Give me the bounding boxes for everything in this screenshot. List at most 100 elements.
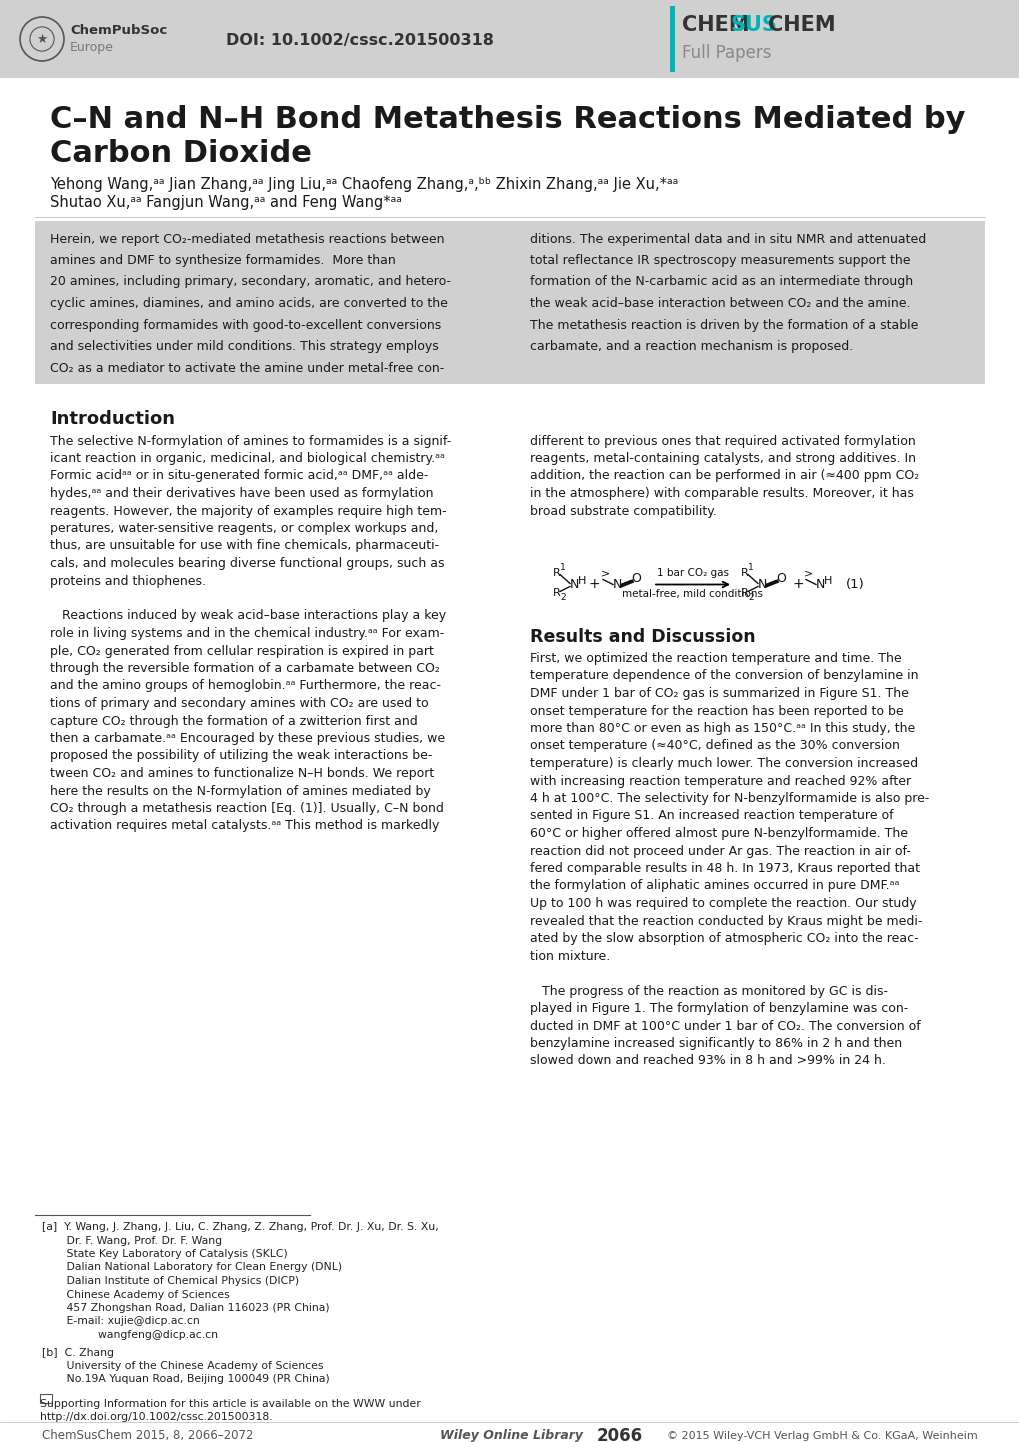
Text: R: R <box>552 587 560 597</box>
Text: Wiley Online Library: Wiley Online Library <box>439 1429 583 1442</box>
Text: Shutao Xu,ᵃᵃ Fangjun Wang,ᵃᵃ and Feng Wang*ᵃᵃ: Shutao Xu,ᵃᵃ Fangjun Wang,ᵃᵃ and Feng Wa… <box>50 195 401 209</box>
Bar <box>0 0 1019 78</box>
Text: Chinese Academy of Sciences: Chinese Academy of Sciences <box>42 1289 229 1299</box>
Text: and the amino groups of hemoglobin.ᵃᵃ Furthermore, the reac-: and the amino groups of hemoglobin.ᵃᵃ Fu… <box>50 679 440 692</box>
Text: tions of primary and secondary amines with CO₂ are used to: tions of primary and secondary amines wi… <box>50 696 428 709</box>
Text: role in living systems and in the chemical industry.ᵃᵃ For exam-: role in living systems and in the chemic… <box>50 627 444 640</box>
Text: 1 bar CO₂ gas: 1 bar CO₂ gas <box>656 568 729 578</box>
Text: Up to 100 h was required to complete the reaction. Our study: Up to 100 h was required to complete the… <box>530 897 916 910</box>
Text: >: > <box>803 568 812 578</box>
Text: metal-free, mild conditions: metal-free, mild conditions <box>622 590 763 600</box>
Text: tween CO₂ and amines to functionalize N–H bonds. We report: tween CO₂ and amines to functionalize N–… <box>50 767 434 780</box>
Text: N: N <box>757 578 766 591</box>
Text: then a carbamate.ᵃᵃ Encouraged by these previous studies, we: then a carbamate.ᵃᵃ Encouraged by these … <box>50 733 444 746</box>
Text: revealed that the reaction conducted by Kraus might be medi-: revealed that the reaction conducted by … <box>530 914 921 927</box>
Text: 2: 2 <box>559 593 566 601</box>
Text: R: R <box>552 568 560 577</box>
Text: [a]  Y. Wang, J. Zhang, J. Liu, C. Zhang, Z. Zhang, Prof. Dr. J. Xu, Dr. S. Xu,: [a] Y. Wang, J. Zhang, J. Liu, C. Zhang,… <box>42 1221 438 1231</box>
Text: different to previous ones that required activated formylation: different to previous ones that required… <box>530 434 915 447</box>
Text: peratures, water-sensitive reagents, or complex workups and,: peratures, water-sensitive reagents, or … <box>50 522 438 535</box>
Text: N: N <box>570 578 579 591</box>
Text: Full Papers: Full Papers <box>682 45 770 62</box>
Text: ChemPubSoc: ChemPubSoc <box>70 25 167 37</box>
Text: slowed down and reached 93% in 8 h and >99% in 24 h.: slowed down and reached 93% in 8 h and >… <box>530 1054 886 1067</box>
Text: H: H <box>823 577 832 587</box>
Text: The selective N-formylation of amines to formamides is a signif-: The selective N-formylation of amines to… <box>50 434 450 447</box>
Text: the formylation of aliphatic amines occurred in pure DMF.ᵃᵃ: the formylation of aliphatic amines occu… <box>530 880 899 893</box>
Text: CHEM: CHEM <box>767 14 835 35</box>
Text: Herein, we report CO₂-mediated metathesis reactions between: Herein, we report CO₂-mediated metathesi… <box>50 232 444 245</box>
Text: ★: ★ <box>37 33 48 46</box>
Bar <box>35 221 984 384</box>
Text: >: > <box>600 568 609 578</box>
Text: Europe: Europe <box>70 42 114 55</box>
Text: reagents, metal-containing catalysts, and strong additives. In: reagents, metal-containing catalysts, an… <box>530 451 915 464</box>
Text: N: N <box>815 578 824 591</box>
Text: E-mail: xujie@dicp.ac.cn: E-mail: xujie@dicp.ac.cn <box>42 1317 200 1327</box>
Text: Yehong Wang,ᵃᵃ Jian Zhang,ᵃᵃ Jing Liu,ᵃᵃ Chaofeng Zhang,ᵃ,ᵇᵇ Zhixin Zhang,ᵃᵃ Jie: Yehong Wang,ᵃᵃ Jian Zhang,ᵃᵃ Jing Liu,ᵃᵃ… <box>50 177 678 192</box>
Text: reagents. However, the majority of examples require high tem-: reagents. However, the majority of examp… <box>50 505 446 518</box>
Text: Supporting Information for this article is available on the WWW under: Supporting Information for this article … <box>40 1399 421 1409</box>
Text: the weak acid–base interaction between CO₂ and the amine.: the weak acid–base interaction between C… <box>530 297 910 310</box>
Text: +: + <box>588 577 600 591</box>
Text: carbamate, and a reaction mechanism is proposed.: carbamate, and a reaction mechanism is p… <box>530 340 853 353</box>
Text: First, we optimized the reaction temperature and time. The: First, we optimized the reaction tempera… <box>530 652 901 665</box>
Text: formation of the N-carbamic acid as an intermediate through: formation of the N-carbamic acid as an i… <box>530 275 912 288</box>
Text: DMF under 1 bar of CO₂ gas is summarized in Figure S1. The: DMF under 1 bar of CO₂ gas is summarized… <box>530 686 908 699</box>
Text: Introduction: Introduction <box>50 410 175 428</box>
Text: O: O <box>775 572 785 585</box>
Text: C–N and N–H Bond Metathesis Reactions Mediated by: C–N and N–H Bond Metathesis Reactions Me… <box>50 105 965 134</box>
Text: onset temperature (≈40°C, defined as the 30% conversion: onset temperature (≈40°C, defined as the… <box>530 740 899 753</box>
Text: wangfeng@dicp.ac.cn: wangfeng@dicp.ac.cn <box>42 1330 218 1340</box>
Text: O: O <box>631 572 640 585</box>
Text: reaction did not proceed under Ar gas. The reaction in air of-: reaction did not proceed under Ar gas. T… <box>530 845 910 858</box>
Text: and selectivities under mild conditions. This strategy employs: and selectivities under mild conditions.… <box>50 340 438 353</box>
Text: H: H <box>578 577 586 587</box>
Text: CO₂ through a metathesis reaction [Eq. (1)]. Usually, C–N bond: CO₂ through a metathesis reaction [Eq. (… <box>50 802 443 815</box>
Text: ducted in DMF at 100°C under 1 bar of CO₂. The conversion of: ducted in DMF at 100°C under 1 bar of CO… <box>530 1019 920 1032</box>
Text: onset temperature for the reaction has been reported to be: onset temperature for the reaction has b… <box>530 705 903 718</box>
Text: amines and DMF to synthesize formamides.  More than: amines and DMF to synthesize formamides.… <box>50 254 395 267</box>
Text: proteins and thiophenes.: proteins and thiophenes. <box>50 574 206 587</box>
Text: 457 Zhongshan Road, Dalian 116023 (PR China): 457 Zhongshan Road, Dalian 116023 (PR Ch… <box>42 1304 329 1314</box>
Text: Dr. F. Wang, Prof. Dr. F. Wang: Dr. F. Wang, Prof. Dr. F. Wang <box>42 1236 222 1246</box>
Text: 2066: 2066 <box>596 1428 642 1442</box>
Text: The progress of the reaction as monitored by GC is dis-: The progress of the reaction as monitore… <box>530 985 888 998</box>
Text: Dalian National Laboratory for Clean Energy (DNL): Dalian National Laboratory for Clean Ene… <box>42 1263 341 1272</box>
Text: temperature dependence of the conversion of benzylamine in: temperature dependence of the conversion… <box>530 669 917 682</box>
Text: ditions. The experimental data and in situ NMR and attenuated: ditions. The experimental data and in si… <box>530 232 925 245</box>
Text: proposed the possibility of utilizing the weak interactions be-: proposed the possibility of utilizing th… <box>50 750 432 763</box>
Text: benzylamine increased significantly to 86% in 2 h and then: benzylamine increased significantly to 8… <box>530 1037 901 1050</box>
Text: 20 amines, including primary, secondary, aromatic, and hetero-: 20 amines, including primary, secondary,… <box>50 275 450 288</box>
Text: with increasing reaction temperature and reached 92% after: with increasing reaction temperature and… <box>530 774 910 787</box>
Text: CO₂ as a mediator to activate the amine under metal-free con-: CO₂ as a mediator to activate the amine … <box>50 362 444 375</box>
Text: corresponding formamides with good-to-excellent conversions: corresponding formamides with good-to-ex… <box>50 319 441 332</box>
Text: temperature) is clearly much lower. The conversion increased: temperature) is clearly much lower. The … <box>530 757 917 770</box>
Text: broad substrate compatibility.: broad substrate compatibility. <box>530 505 716 518</box>
Bar <box>40 1394 52 1403</box>
Text: played in Figure 1. The formylation of benzylamine was con-: played in Figure 1. The formylation of b… <box>530 1002 907 1015</box>
Text: icant reaction in organic, medicinal, and biological chemistry.ᵃᵃ: icant reaction in organic, medicinal, an… <box>50 451 444 464</box>
Text: total reflectance IR spectroscopy measurements support the: total reflectance IR spectroscopy measur… <box>530 254 910 267</box>
Text: cals, and molecules bearing diverse functional groups, such as: cals, and molecules bearing diverse func… <box>50 557 444 570</box>
Text: 1: 1 <box>559 562 566 572</box>
Text: The metathesis reaction is driven by the formation of a stable: The metathesis reaction is driven by the… <box>530 319 917 332</box>
Text: Dalian Institute of Chemical Physics (DICP): Dalian Institute of Chemical Physics (DI… <box>42 1276 299 1286</box>
Text: Results and Discussion: Results and Discussion <box>530 627 755 646</box>
Text: DOI: 10.1002/cssc.201500318: DOI: 10.1002/cssc.201500318 <box>226 33 493 49</box>
Text: Carbon Dioxide: Carbon Dioxide <box>50 138 312 167</box>
Text: sented in Figure S1. An increased reaction temperature of: sented in Figure S1. An increased reacti… <box>530 809 893 822</box>
Text: tion mixture.: tion mixture. <box>530 949 609 962</box>
Text: cyclic amines, diamines, and amino acids, are converted to the: cyclic amines, diamines, and amino acids… <box>50 297 447 310</box>
Text: (1): (1) <box>845 578 864 591</box>
Text: 1: 1 <box>747 562 753 572</box>
Text: fered comparable results in 48 h. In 1973, Kraus reported that: fered comparable results in 48 h. In 197… <box>530 862 919 875</box>
Text: University of the Chinese Academy of Sciences: University of the Chinese Academy of Sci… <box>42 1361 323 1371</box>
Text: Reactions induced by weak acid–base interactions play a key: Reactions induced by weak acid–base inte… <box>50 610 445 623</box>
Text: ated by the slow absorption of atmospheric CO₂ into the reac-: ated by the slow absorption of atmospher… <box>530 932 918 945</box>
Text: SUS: SUS <box>731 14 777 35</box>
Text: in the atmosphere) with comparable results. Moreover, it has: in the atmosphere) with comparable resul… <box>530 487 913 500</box>
Text: R: R <box>740 568 748 577</box>
Text: more than 80°C or even as high as 150°C.ᵃᵃ In this study, the: more than 80°C or even as high as 150°C.… <box>530 722 914 735</box>
Text: 2: 2 <box>747 593 753 601</box>
